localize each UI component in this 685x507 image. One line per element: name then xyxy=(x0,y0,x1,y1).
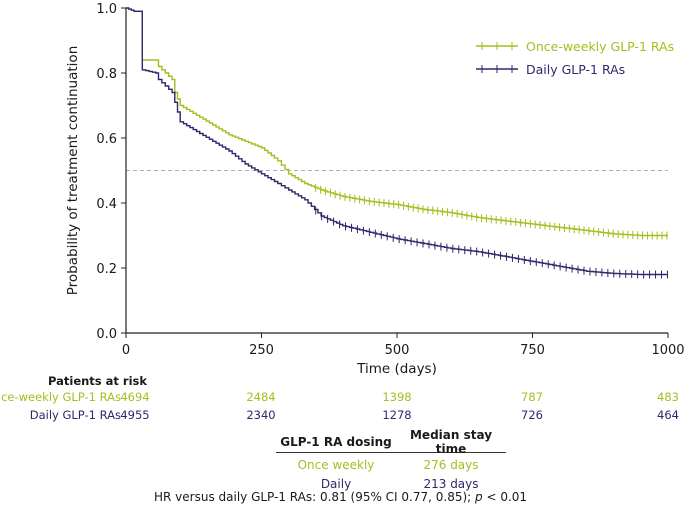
risk-value: 1278 xyxy=(382,408,412,422)
legend-label: Daily GLP-1 RAs xyxy=(526,62,625,77)
y-tick-label: 1.0 xyxy=(96,2,117,17)
median-group: Once weekly xyxy=(297,457,375,472)
footnote-prefix: HR versus daily GLP-1 RAs: 0.81 (95% CI … xyxy=(154,490,476,504)
y-tick-label: 0.2 xyxy=(96,262,117,277)
risk-row-weekly-label: Once-weekly GLP-1 RAs xyxy=(0,390,121,404)
risk-value: 787 xyxy=(521,390,543,404)
x-tick-label: 250 xyxy=(249,343,274,358)
x-axis-label: Time (days) xyxy=(356,361,437,377)
x-tick-label: 500 xyxy=(385,343,410,358)
median-table-header-group: GLP-1 RA dosing xyxy=(280,434,392,449)
footnote-p: p xyxy=(475,490,483,504)
x-tick-label: 750 xyxy=(520,343,545,358)
risk-value: 464 xyxy=(657,408,679,422)
footnote: HR versus daily GLP-1 RAs: 0.81 (95% CI … xyxy=(154,490,527,504)
risk-value: 2340 xyxy=(246,408,276,422)
series-line xyxy=(126,7,668,237)
risk-row-daily: Daily GLP-1 RAs 4955 2340 1278 726 464 xyxy=(0,408,685,424)
median-group: Daily xyxy=(320,476,352,491)
risk-value: 726 xyxy=(521,408,543,422)
y-tick-label: 0.4 xyxy=(96,197,117,212)
footnote-suffix: < 0.01 xyxy=(482,490,528,504)
legend-label: Once-weekly GLP-1 RAs xyxy=(526,39,674,54)
risk-value: 4694 xyxy=(120,390,150,404)
y-axis-label: Probability of treatment continuation xyxy=(65,46,81,296)
y-tick-label: 0.8 xyxy=(96,67,117,82)
risk-value: 483 xyxy=(657,390,679,404)
median-value: 213 days xyxy=(423,476,479,491)
x-tick-label: 1000 xyxy=(651,343,684,358)
median-table: GLP-1 RA dosing Median stay time Once we… xyxy=(276,427,506,493)
risk-value: 4955 xyxy=(120,408,150,422)
median-table-row: Once weekly 276 days xyxy=(276,455,506,474)
risk-value: 2484 xyxy=(246,390,276,404)
risk-row-weekly: Once-weekly GLP-1 RAs 4694 2484 1398 787… xyxy=(0,390,685,406)
y-tick-label: 0.6 xyxy=(96,132,117,147)
median-table-header: GLP-1 RA dosing Median stay time xyxy=(276,427,506,456)
y-tick-label: 0.0 xyxy=(96,327,117,342)
x-tick-label: 0 xyxy=(122,343,130,358)
median-table-header-value: Median stay time xyxy=(409,427,493,456)
risk-value: 1398 xyxy=(382,390,412,404)
risk-table-title: Patients at risk xyxy=(48,374,148,388)
risk-row-daily-label: Daily GLP-1 RAs xyxy=(29,408,121,422)
median-table-row: Daily 213 days xyxy=(276,474,506,493)
median-value: 276 days xyxy=(423,457,479,472)
